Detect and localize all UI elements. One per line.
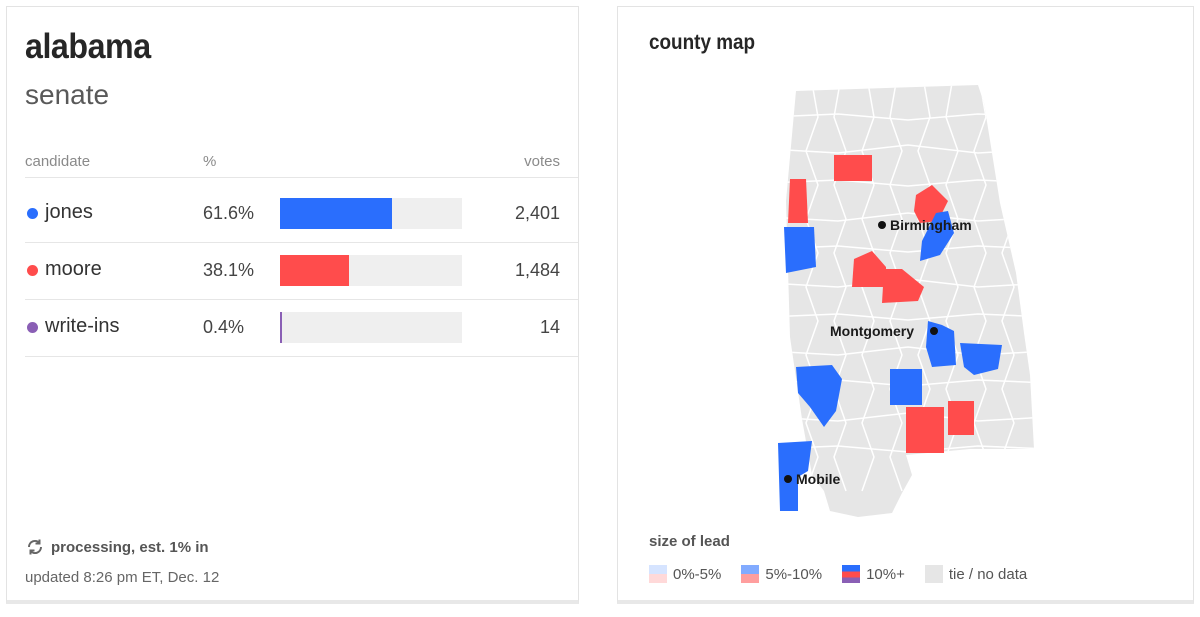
updated-timestamp: updated 8:26 pm ET, Dec. 12 [25, 569, 220, 586]
candidate-pct: 0.4% [203, 317, 245, 337]
city-label-mobile: Mobile [796, 471, 841, 487]
county-dem[interactable] [960, 343, 1002, 375]
mobile-marker [784, 475, 792, 483]
vote-bar-fill [280, 255, 349, 286]
legend-label: 0%-5% [673, 565, 722, 583]
legend-item-tie: tie / no data [924, 565, 1028, 583]
table-header: candidate % votes [25, 149, 578, 178]
party-dot-icon [27, 208, 38, 219]
county-dem[interactable] [920, 211, 954, 261]
map-legend: 0%-5% 5%-10% 10%+ tie / no data [649, 563, 1047, 585]
county-dem[interactable] [796, 365, 842, 427]
county-rep[interactable] [882, 269, 924, 303]
city-label-birmingham: Birmingham [890, 217, 972, 233]
county-dem[interactable] [784, 227, 816, 273]
reporting-status: processing, est. 1% in [25, 537, 209, 557]
status-text: processing, est. 1% in [51, 538, 209, 556]
legend-label: 10%+ [866, 565, 905, 583]
legend-title: size of lead [649, 533, 730, 550]
vote-bar [280, 255, 462, 286]
race-title: senate [25, 79, 110, 110]
county-rep[interactable] [948, 401, 974, 435]
legend-label: 5%-10% [765, 565, 823, 583]
county-border [786, 313, 1034, 321]
vote-bar [280, 198, 462, 229]
county-rep[interactable] [788, 179, 808, 223]
refresh-icon [27, 539, 43, 555]
candidate-votes: 2,401 [514, 203, 560, 223]
legend-item-10-plus: 10%+ [842, 565, 905, 583]
results-card: alabama senate candidate % votes jones 6… [6, 6, 579, 604]
vote-bar-fill [280, 312, 282, 343]
city-label-montgomery: Montgomery [830, 323, 914, 339]
county-dem[interactable] [778, 441, 812, 511]
candidate-row-moore: moore 38.1% 1,484 [25, 242, 578, 300]
candidate-name: jones [45, 201, 93, 223]
candidate-row-jones: jones 61.6% 2,401 [25, 185, 578, 243]
candidate-pct: 61.6% [203, 203, 255, 223]
birmingham-marker [878, 221, 886, 229]
county-border [805, 85, 819, 492]
county-dem[interactable] [890, 369, 922, 405]
state-title: alabama [25, 27, 151, 66]
vote-bar-fill [280, 198, 392, 229]
county-border [786, 212, 1034, 222]
legend-label: tie / no data [948, 565, 1028, 583]
candidate-header: candidate [25, 153, 91, 170]
alabama-county-map[interactable]: Birmingham Montgomery Mobile [768, 83, 1048, 523]
city-markers: Birmingham Montgomery Mobile [784, 217, 972, 487]
legend-item-5-10: 5%-10% [741, 565, 822, 583]
party-dot-icon [27, 265, 38, 276]
county-rep[interactable] [906, 407, 944, 453]
candidate-row-write-ins: write-ins 0.4% 14 [25, 299, 578, 357]
party-dot-icon [27, 322, 38, 333]
legend-swatch-medium [741, 565, 760, 583]
county-border [786, 346, 1034, 356]
legend-swatch-strong [842, 565, 861, 583]
montgomery-marker [930, 327, 938, 335]
legend-item-0-5: 0%-5% [649, 565, 721, 583]
candidate-votes: 1,484 [514, 260, 560, 280]
vote-bar [280, 312, 462, 343]
county-fills [778, 155, 1002, 511]
map-card: county map Birmingham [617, 6, 1194, 604]
map-title: county map [649, 31, 756, 54]
legend-swatch-light [649, 565, 667, 583]
candidate-name: write-ins [45, 315, 120, 337]
county-rep[interactable] [834, 155, 872, 181]
county-rep[interactable] [852, 251, 886, 287]
pct-header: % [203, 153, 217, 170]
candidate-pct: 38.1% [203, 260, 255, 280]
candidate-votes: 14 [539, 317, 560, 337]
legend-swatch-tie [924, 565, 943, 583]
county-border [833, 85, 847, 492]
votes-header: votes [524, 153, 560, 170]
candidate-name: moore [45, 258, 102, 280]
